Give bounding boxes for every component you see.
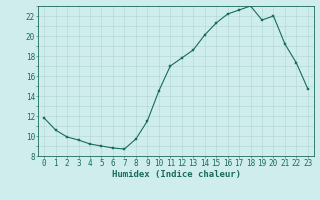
X-axis label: Humidex (Indice chaleur): Humidex (Indice chaleur) [111,170,241,179]
